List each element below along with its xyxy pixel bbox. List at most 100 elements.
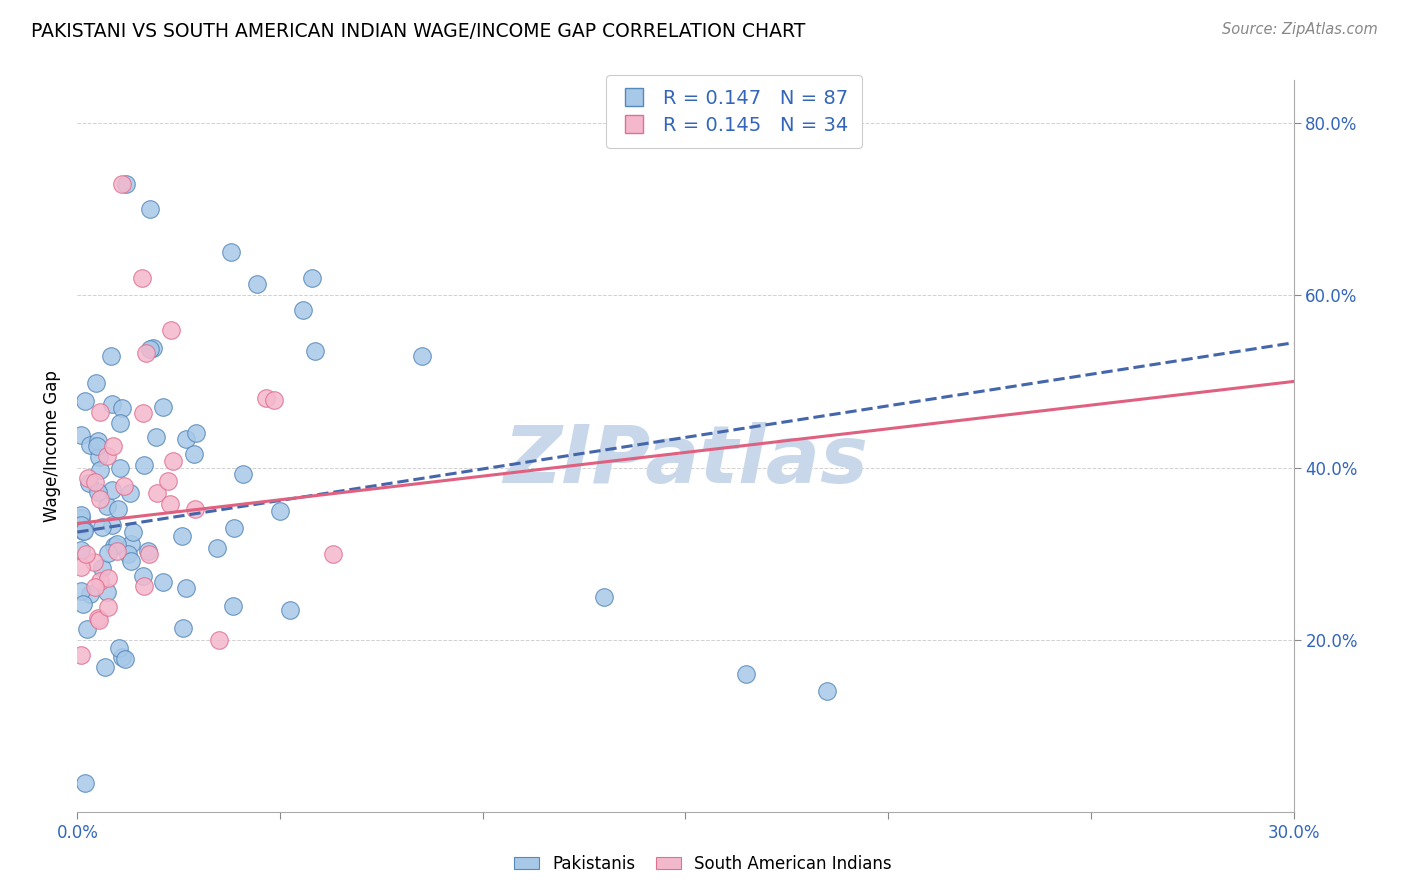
Point xyxy=(70,543,93,558)
Point xyxy=(291,302,314,317)
Point xyxy=(111,401,134,415)
Point xyxy=(97,572,120,586)
Point xyxy=(89,463,111,477)
Point xyxy=(139,202,162,217)
Point xyxy=(183,447,205,461)
Point xyxy=(97,546,120,560)
Point xyxy=(101,483,124,497)
Point xyxy=(136,543,159,558)
Point xyxy=(304,343,326,358)
Point xyxy=(108,417,131,431)
Point xyxy=(107,502,129,516)
Point xyxy=(815,684,838,698)
Point xyxy=(117,547,139,561)
Point xyxy=(120,537,142,551)
Point xyxy=(89,405,111,419)
Point xyxy=(93,660,115,674)
Point xyxy=(83,580,105,594)
Point xyxy=(134,579,156,593)
Point xyxy=(89,613,111,627)
Point xyxy=(135,345,157,359)
Point xyxy=(100,349,122,363)
Point xyxy=(111,649,134,664)
Point xyxy=(105,544,128,558)
Y-axis label: Wage/Income Gap: Wage/Income Gap xyxy=(42,370,60,522)
Point xyxy=(172,621,194,635)
Point xyxy=(184,425,207,440)
Text: PAKISTANI VS SOUTH AMERICAN INDIAN WAGE/INCOME GAP CORRELATION CHART: PAKISTANI VS SOUTH AMERICAN INDIAN WAGE/… xyxy=(31,22,806,41)
Point xyxy=(152,574,174,589)
Text: Source: ZipAtlas.com: Source: ZipAtlas.com xyxy=(1222,22,1378,37)
Point xyxy=(205,541,228,555)
Point xyxy=(131,271,153,285)
Point xyxy=(152,400,174,414)
Point xyxy=(70,508,93,522)
Point xyxy=(83,555,105,569)
Point xyxy=(79,587,101,601)
Point xyxy=(73,524,96,538)
Point xyxy=(174,582,197,596)
Point xyxy=(96,600,118,615)
Point xyxy=(70,517,93,532)
Point xyxy=(263,393,285,408)
Point xyxy=(120,554,142,568)
Point xyxy=(101,439,124,453)
Point xyxy=(269,504,291,518)
Point xyxy=(157,474,180,488)
Point xyxy=(232,467,254,481)
Point xyxy=(208,632,231,647)
Point xyxy=(221,245,243,260)
Point xyxy=(108,641,131,656)
Point xyxy=(159,323,181,337)
Point xyxy=(87,485,110,500)
Point xyxy=(114,652,136,666)
Point xyxy=(735,667,758,681)
Point xyxy=(72,524,94,538)
Point xyxy=(103,539,125,553)
Point xyxy=(411,349,433,363)
Point xyxy=(593,590,616,604)
Point xyxy=(90,561,112,575)
Point xyxy=(107,537,129,551)
Point xyxy=(84,376,107,390)
Point xyxy=(87,434,110,448)
Point xyxy=(100,517,122,532)
Point xyxy=(174,432,197,446)
Point xyxy=(70,560,93,574)
Point xyxy=(70,648,93,663)
Point xyxy=(131,406,153,420)
Point xyxy=(72,598,94,612)
Point xyxy=(115,177,138,191)
Point xyxy=(89,450,111,464)
Legend: Pakistanis, South American Indians: Pakistanis, South American Indians xyxy=(508,848,898,880)
Point xyxy=(76,623,98,637)
Text: ZIPatlas: ZIPatlas xyxy=(503,422,868,500)
Point xyxy=(162,454,184,468)
Point xyxy=(322,547,344,561)
Point xyxy=(146,486,169,500)
Point xyxy=(224,521,246,535)
Point xyxy=(75,776,97,790)
Point xyxy=(184,502,207,516)
Point xyxy=(96,499,118,513)
Point xyxy=(73,522,96,536)
Point xyxy=(121,525,143,540)
Point xyxy=(89,492,111,507)
Point xyxy=(139,343,162,357)
Point xyxy=(96,449,118,463)
Point xyxy=(86,439,108,453)
Point xyxy=(114,479,136,493)
Point xyxy=(301,271,323,285)
Point xyxy=(138,547,160,561)
Point xyxy=(77,476,100,491)
Point xyxy=(170,529,193,543)
Point xyxy=(76,471,98,485)
Point xyxy=(142,341,165,355)
Point xyxy=(145,430,167,444)
Point xyxy=(132,458,155,472)
Point xyxy=(278,603,301,617)
Point xyxy=(246,277,269,291)
Point xyxy=(118,486,141,500)
Point xyxy=(254,391,277,405)
Point xyxy=(76,547,98,561)
